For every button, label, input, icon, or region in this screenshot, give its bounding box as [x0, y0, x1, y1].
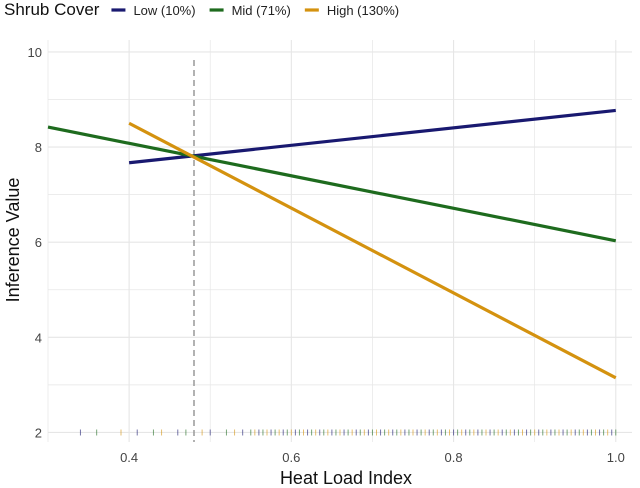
series-lines: [47, 108, 617, 380]
series-line-2: [47, 125, 617, 243]
y-tick-labels: 2 4 6 8 10: [28, 45, 42, 441]
x-tick-label: 0.6: [282, 450, 300, 465]
y-tick-label: 10: [28, 45, 42, 60]
y-tick-label: 6: [35, 235, 42, 250]
x-tick-label: 0.4: [120, 450, 138, 465]
x-tick-labels: 0.4 0.6 0.8 1.0: [120, 450, 625, 465]
y-tick-label: 2: [35, 425, 42, 440]
y-tick-label: 4: [35, 330, 42, 345]
rug: [79, 429, 617, 436]
grid: [47, 40, 632, 442]
legend-label: Mid (71%): [232, 3, 291, 18]
series-line-3: [128, 121, 617, 380]
x-axis-title: Heat Load Index: [280, 468, 412, 488]
legend-title: Shrub Cover: [4, 0, 100, 19]
legend: Shrub Cover Low (10%) Mid (71%) High (130%…: [4, 0, 399, 19]
y-tick-label: 8: [35, 140, 42, 155]
series-line-1: [128, 108, 616, 165]
x-tick-label: 1.0: [607, 450, 625, 465]
y-axis-title: Inference Value: [3, 178, 23, 303]
x-tick-label: 0.8: [445, 450, 463, 465]
legend-label: High (130%): [327, 3, 399, 18]
legend-label: Low (10%): [133, 3, 195, 18]
